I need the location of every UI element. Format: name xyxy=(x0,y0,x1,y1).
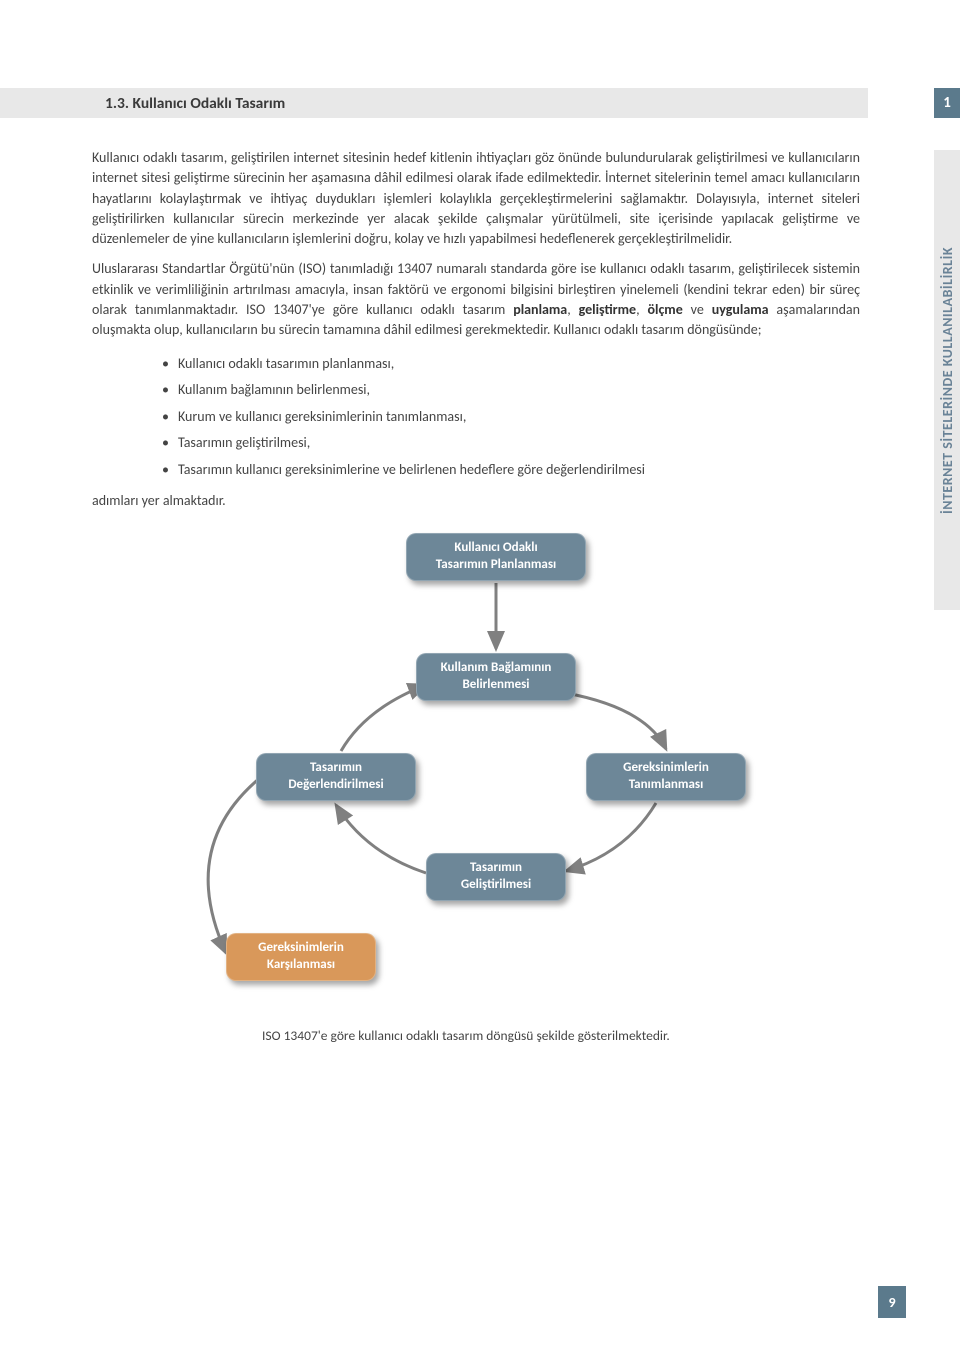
p2-bold-2: ölçme xyxy=(647,301,682,318)
node-label: GereksinimlerinKarşılanması xyxy=(258,940,344,973)
bullet-list: Kullanıcı odaklı tasarımın planlanması, … xyxy=(162,351,860,484)
p2-bold-0: planlama xyxy=(513,301,567,318)
section-header-bar: 1.3. Kullanıcı Odaklı Tasarım xyxy=(0,88,868,118)
p2-bold-3: uygulama xyxy=(712,301,769,318)
node-requirements: GereksinimlerinTanımlanması xyxy=(586,753,746,801)
node-evaluate: TasarımınDeğerlendirilmesi xyxy=(256,753,416,801)
list-item: Kullanıcı odaklı tasarımın planlanması, xyxy=(162,351,860,378)
side-tab-label: İNTERNET SİTELERİNDE KULLANILABİLİRLİK xyxy=(939,247,956,514)
node-label: GereksinimlerinTanımlanması xyxy=(623,760,709,793)
node-label: TasarımınDeğerlendirilmesi xyxy=(288,760,383,793)
section-title-text: Kullanıcı Odaklı Tasarım xyxy=(133,94,286,113)
paragraph-2: Uluslararası Standartlar Örgütü'nün (ISO… xyxy=(92,259,860,340)
list-item: Tasarımın geliştirilmesi, xyxy=(162,430,860,457)
section-number: 1.3. xyxy=(105,94,129,113)
node-context: Kullanım BağlamınınBelirlenmesi xyxy=(416,653,576,701)
closing-line: adımları yer almaktadır. xyxy=(92,492,860,509)
side-tab: İNTERNET SİTELERİNDE KULLANILABİLİRLİK xyxy=(934,150,960,610)
page-number: 9 xyxy=(878,1286,906,1318)
node-satisfy: GereksinimlerinKarşılanması xyxy=(226,933,376,981)
list-item: Kullanım bağlamının belirlenmesi, xyxy=(162,377,860,404)
list-item: Tasarımın kullanıcı gereksinimlerine ve … xyxy=(162,457,860,484)
node-label: Kullanıcı OdaklıTasarımın Planlanması xyxy=(436,540,556,573)
node-develop: TasarımınGeliştirilmesi xyxy=(426,853,566,901)
p2-bold-1: geliştirme xyxy=(579,301,636,318)
flowchart-diagram: Kullanıcı OdaklıTasarımın Planlanması Ku… xyxy=(126,533,826,1013)
node-planning: Kullanıcı OdaklıTasarımın Planlanması xyxy=(406,533,586,581)
section-title: 1.3. Kullanıcı Odaklı Tasarım xyxy=(105,94,285,113)
page: 1.3. Kullanıcı Odaklı Tasarım 1 İNTERNET… xyxy=(0,0,960,1358)
body-text: Kullanıcı odaklı tasarım, geliştirilen i… xyxy=(92,148,860,341)
node-label: TasarımınGeliştirilmesi xyxy=(461,860,531,893)
diagram-caption: ISO 13407'e göre kullanıcı odaklı tasarı… xyxy=(262,1027,860,1044)
chapter-marker: 1 xyxy=(934,88,960,118)
list-item: Kurum ve kullanıcı gereksinimlerinin tan… xyxy=(162,404,860,431)
node-label: Kullanım BağlamınınBelirlenmesi xyxy=(441,660,552,693)
paragraph-1: Kullanıcı odaklı tasarım, geliştirilen i… xyxy=(92,148,860,249)
